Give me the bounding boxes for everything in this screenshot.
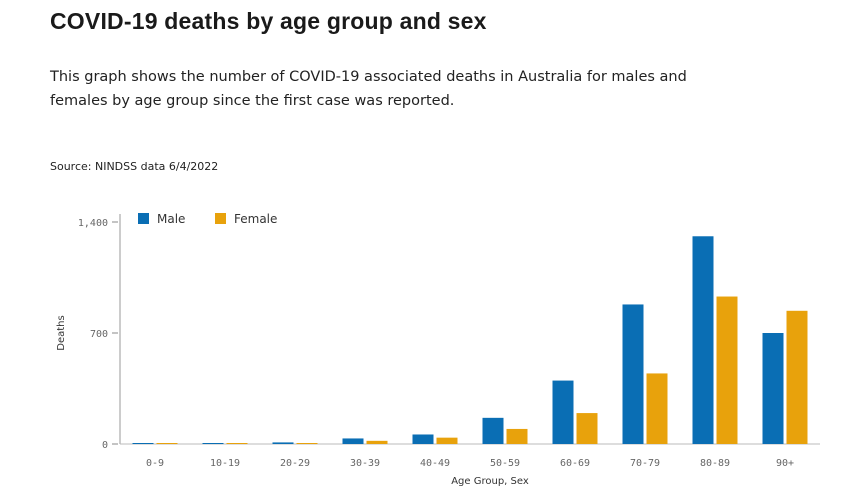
bar-female-0-9 xyxy=(156,443,178,444)
chart-description: This graph shows the number of COVID-19 … xyxy=(50,69,687,109)
legend-swatch-female xyxy=(215,213,226,224)
bar-chart: 0 700 1,400 Deaths 0-9 10-19 20-29 30-39 40-49 50… xyxy=(50,196,830,496)
x-tick-label: 70-79 xyxy=(630,458,660,469)
data-source: Source: NINDSS data 6/4/2022 xyxy=(50,160,219,173)
bar-male-70-79 xyxy=(622,304,644,444)
x-tick-label: 30-39 xyxy=(350,458,380,469)
bar-male-90+ xyxy=(762,333,784,444)
legend-label-female: Female xyxy=(234,212,277,226)
bar-female-80-89 xyxy=(716,296,738,444)
x-tick-label: 90+ xyxy=(776,458,794,469)
bar-female-60-69 xyxy=(576,413,598,444)
chart-canvas: 0 700 1,400 Deaths 0-9 10-19 20-29 30-39 40-49 50… xyxy=(56,212,820,487)
bar-female-10-19 xyxy=(226,443,248,444)
bar-female-70-79 xyxy=(646,373,668,444)
x-tick-label: 0-9 xyxy=(146,458,164,469)
bar-male-50-59 xyxy=(482,417,504,444)
legend-swatch-male xyxy=(138,213,149,224)
page-title: COVID-19 deaths by age group and sex xyxy=(50,8,487,34)
bar-female-20-29 xyxy=(296,443,318,444)
bar-male-10-19 xyxy=(202,443,224,444)
bar-male-30-39 xyxy=(342,438,364,444)
bar-male-80-89 xyxy=(692,236,714,444)
bar-male-0-9 xyxy=(132,443,154,444)
bar-male-40-49 xyxy=(412,434,434,444)
bar-female-30-39 xyxy=(366,440,388,444)
y-tick-label: 1,400 xyxy=(78,218,108,229)
x-tick-label: 60-69 xyxy=(560,458,590,469)
x-tick-label: 50-59 xyxy=(490,458,520,469)
bar-male-20-29 xyxy=(272,442,294,444)
legend-label-male: Male xyxy=(157,212,185,226)
bar-male-60-69 xyxy=(552,380,574,444)
bar-female-40-49 xyxy=(436,437,458,444)
bar-female-90+ xyxy=(786,310,808,444)
x-tick-label: 20-29 xyxy=(280,458,310,469)
y-tick-label: 0 xyxy=(102,440,108,451)
y-axis-title: Deaths xyxy=(56,315,67,350)
x-tick-label: 40-49 xyxy=(420,458,450,469)
y-tick-label: 700 xyxy=(90,329,108,340)
x-tick-label: 80-89 xyxy=(700,458,730,469)
bar-female-50-59 xyxy=(506,428,528,444)
x-tick-label: 10-19 xyxy=(210,458,240,469)
x-axis-title: Age Group, Sex xyxy=(451,476,529,487)
